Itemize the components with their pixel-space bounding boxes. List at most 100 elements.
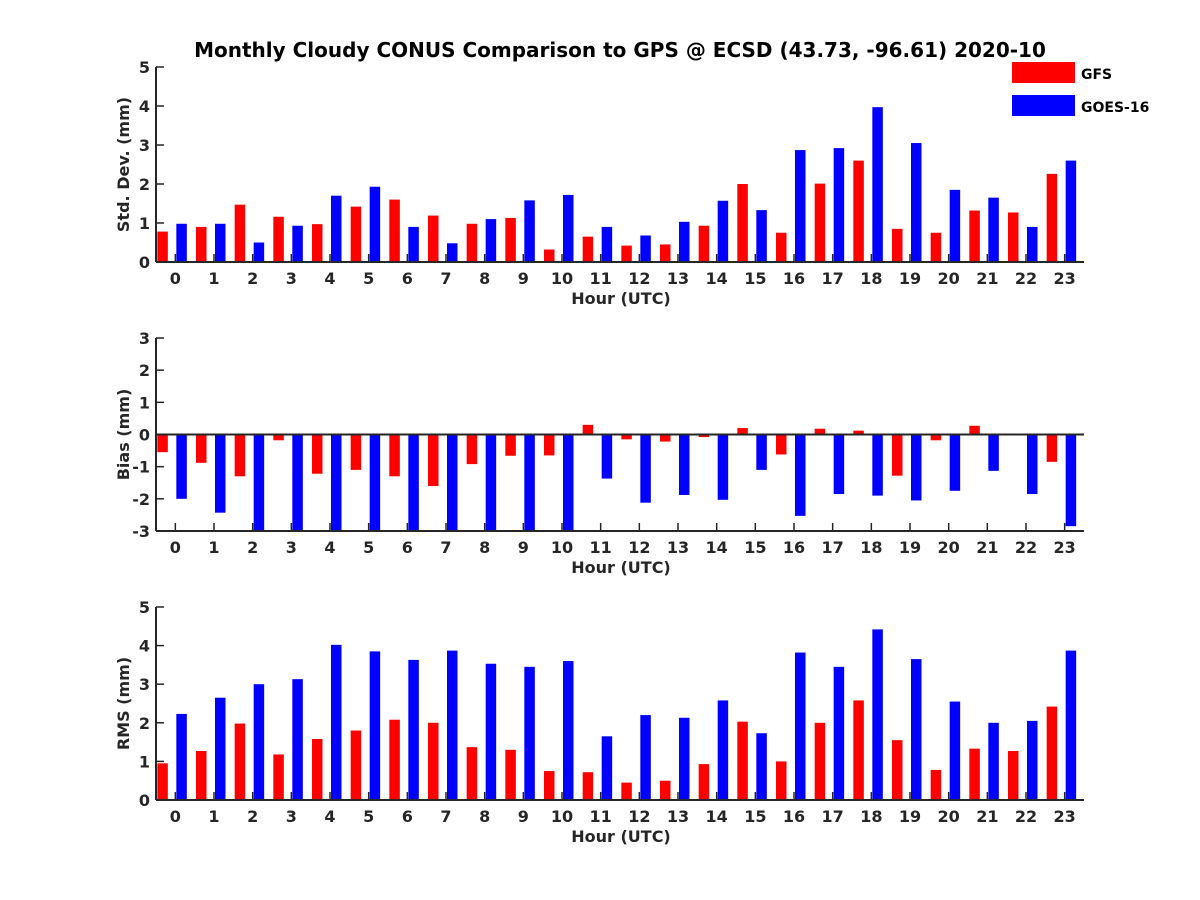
x-tick-label: 23 [1054, 807, 1076, 826]
bar-gfs-hour-10 [544, 249, 555, 262]
x-tick-label: 9 [518, 538, 529, 557]
bar-gfs-hour-2 [234, 204, 246, 262]
y-tick-label: 3 [139, 329, 150, 348]
bar-gfs-hour-19 [892, 228, 903, 262]
bar-goes16-hour-21 [988, 722, 999, 800]
bar-goes16-hour-2 [253, 434, 265, 531]
x-tick-label: 9 [518, 269, 529, 288]
bar-gfs-hour-5 [350, 206, 362, 262]
y-axis-label: Bias (mm) [114, 389, 133, 481]
bar-goes16-hour-22 [1027, 226, 1038, 262]
x-tick-label: 12 [628, 538, 650, 557]
x-tick-label: 17 [822, 538, 844, 557]
x-tick-label: 0 [170, 807, 181, 826]
bar-goes16-hour-1 [215, 434, 226, 513]
bar-goes16-hour-15 [756, 434, 767, 470]
y-axis-label: RMS (mm) [114, 657, 133, 750]
bar-gfs-hour-3 [273, 216, 284, 262]
bar-gfs-hour-18 [853, 700, 864, 800]
x-tick-label: 16 [783, 807, 805, 826]
bar-goes16-hour-5 [369, 186, 381, 262]
x-axis-label: Hour (UTC) [571, 558, 671, 577]
bar-goes16-hour-9 [524, 434, 535, 531]
bar-goes16-hour-4 [331, 195, 342, 262]
bar-gfs-hour-1 [196, 750, 207, 800]
bar-goes16-hour-17 [833, 434, 845, 495]
bar-goes16-hour-11 [601, 736, 613, 800]
x-tick-label: 5 [363, 807, 374, 826]
bar-gfs-hour-15 [737, 184, 748, 262]
bar-goes16-hour-11 [601, 434, 613, 479]
bar-gfs-hour-20 [930, 434, 942, 441]
bar-gfs-hour-14 [698, 764, 710, 800]
bar-gfs-hour-14 [698, 434, 710, 438]
bar-gfs-hour-21 [969, 425, 980, 435]
bar-goes16-hour-8 [485, 219, 497, 262]
x-tick-label: 0 [170, 269, 181, 288]
bar-goes16-hour-16 [795, 150, 806, 262]
bar-goes16-hour-3 [292, 679, 303, 800]
bar-goes16-hour-10 [563, 434, 574, 531]
x-tick-label: 21 [976, 269, 998, 288]
bar-goes16-hour-21 [988, 434, 999, 471]
bar-gfs-hour-6 [389, 199, 400, 262]
y-tick-label: 2 [139, 714, 150, 733]
bar-goes16-hour-19 [911, 659, 922, 800]
x-tick-label: 15 [744, 269, 766, 288]
y-tick-label: 0 [139, 426, 150, 445]
x-tick-label: 15 [744, 538, 766, 557]
bar-gfs-hour-23 [1046, 173, 1058, 262]
bar-gfs-hour-13 [660, 434, 671, 442]
bar-goes16-hour-18 [872, 107, 883, 262]
bar-goes16-hour-5 [369, 651, 381, 800]
bar-gfs-hour-20 [930, 769, 942, 800]
x-tick-label: 1 [208, 538, 219, 557]
bar-gfs-hour-2 [234, 434, 246, 477]
x-tick-label: 2 [247, 807, 258, 826]
x-tick-label: 7 [440, 269, 451, 288]
x-tick-label: 8 [479, 807, 490, 826]
x-tick-label: 10 [551, 269, 573, 288]
legend: GFS GOES-16 [1012, 62, 1149, 116]
y-tick-label: 5 [139, 598, 150, 617]
x-tick-label: 23 [1054, 538, 1076, 557]
bar-goes16-hour-20 [949, 701, 961, 800]
x-tick-label: 14 [706, 807, 728, 826]
bar-gfs-hour-0 [157, 231, 168, 262]
bar-gfs-hour-8 [466, 747, 478, 800]
x-tick-label: 2 [247, 269, 258, 288]
bar-gfs-hour-16 [776, 232, 787, 262]
bar-gfs-hour-7 [428, 434, 439, 486]
bar-gfs-hour-7 [428, 215, 439, 262]
bar-goes16-hour-7 [447, 434, 458, 531]
bar-gfs-hour-13 [660, 780, 671, 800]
bar-gfs-hour-7 [428, 722, 439, 800]
bar-gfs-hour-4 [312, 434, 323, 474]
x-tick-label: 20 [938, 269, 960, 288]
bar-gfs-hour-11 [582, 236, 594, 262]
legend-swatch-gfs [1012, 62, 1075, 83]
x-tick-label: 8 [479, 538, 490, 557]
bar-goes16-hour-9 [524, 666, 535, 800]
bar-gfs-hour-21 [969, 748, 980, 800]
bar-goes16-hour-9 [524, 200, 535, 262]
x-tick-label: 20 [938, 538, 960, 557]
bar-goes16-hour-10 [563, 661, 574, 800]
bar-goes16-hour-1 [215, 223, 226, 262]
y-axis-label: Std. Dev. (mm) [114, 97, 133, 232]
x-tick-label: 1 [208, 807, 219, 826]
x-tick-label: 22 [1015, 538, 1037, 557]
bar-goes16-hour-23 [1065, 434, 1077, 527]
x-tick-label: 10 [551, 807, 573, 826]
bar-gfs-hour-20 [930, 232, 942, 262]
bar-goes16-hour-3 [292, 225, 303, 262]
bar-goes16-hour-14 [717, 700, 729, 800]
x-tick-label: 6 [402, 807, 413, 826]
bar-goes16-hour-17 [833, 148, 845, 262]
x-tick-label: 4 [324, 269, 335, 288]
bar-gfs-hour-0 [157, 763, 168, 800]
y-tick-label: -2 [132, 490, 150, 509]
bar-goes16-hour-6 [408, 226, 419, 262]
